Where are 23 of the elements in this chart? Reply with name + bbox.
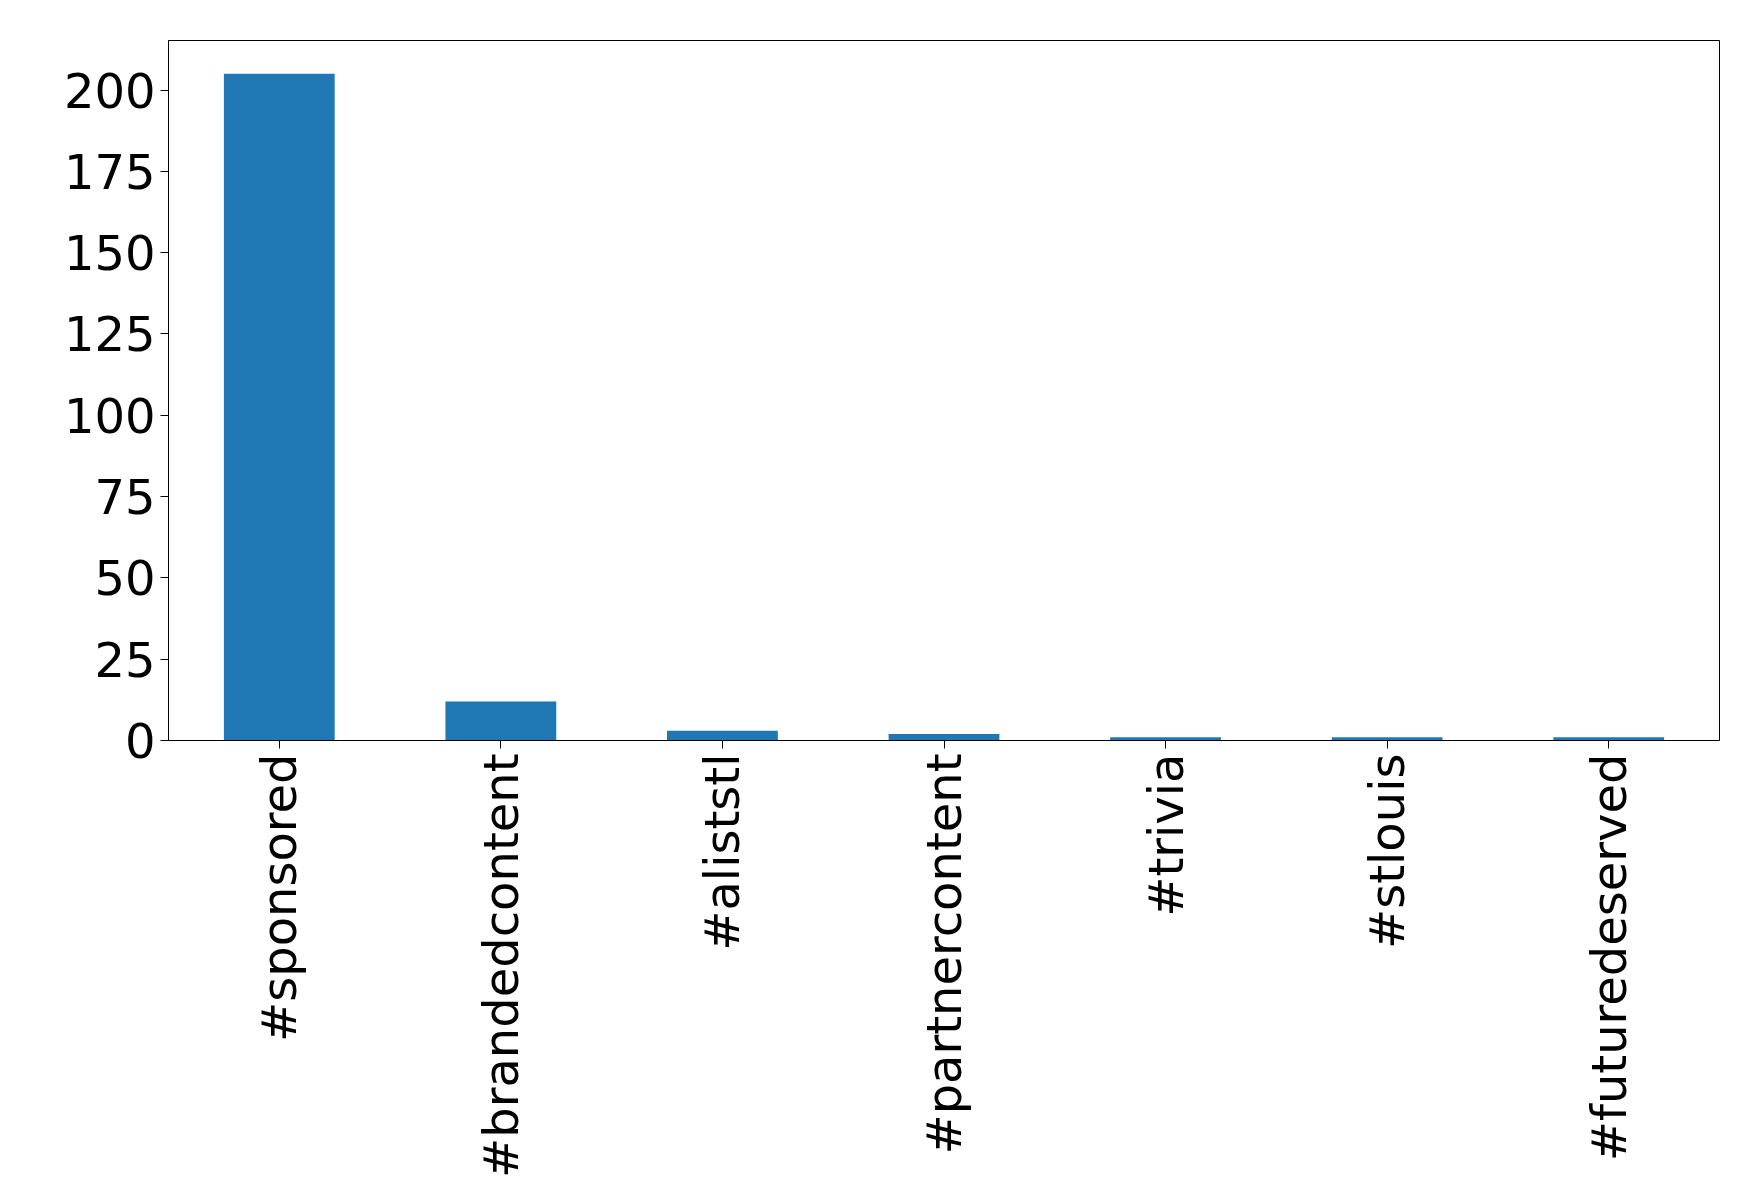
x-tick-label: #aliststl <box>694 753 751 951</box>
bar <box>223 73 335 741</box>
bar <box>1331 737 1443 741</box>
x-tick-label: #futuredeserved <box>1580 753 1637 1162</box>
bar <box>667 730 778 741</box>
x-tick-label: #partnercontent <box>916 753 972 1155</box>
bar <box>1553 737 1665 741</box>
x-tick-label: #brandedcontent <box>472 753 529 1178</box>
y-tick-label: 75 <box>94 469 156 526</box>
y-tick-label: 100 <box>63 387 156 444</box>
bar <box>888 734 1000 741</box>
y-tick-label: 125 <box>63 306 156 363</box>
y-tick-label: 200 <box>63 62 156 119</box>
y-tick-label: 150 <box>63 225 156 282</box>
y-tick-label: 0 <box>124 713 156 769</box>
x-tick-label: #trivia <box>1137 753 1194 917</box>
bar <box>445 701 557 741</box>
x-tick-label: #sponsored <box>251 753 308 1043</box>
y-tick-label: 175 <box>63 143 156 200</box>
bar <box>1110 737 1221 741</box>
x-tick-label: #stlouis <box>1359 753 1416 950</box>
y-tick-label: 25 <box>94 631 156 688</box>
y-tick-label: 50 <box>94 550 156 607</box>
